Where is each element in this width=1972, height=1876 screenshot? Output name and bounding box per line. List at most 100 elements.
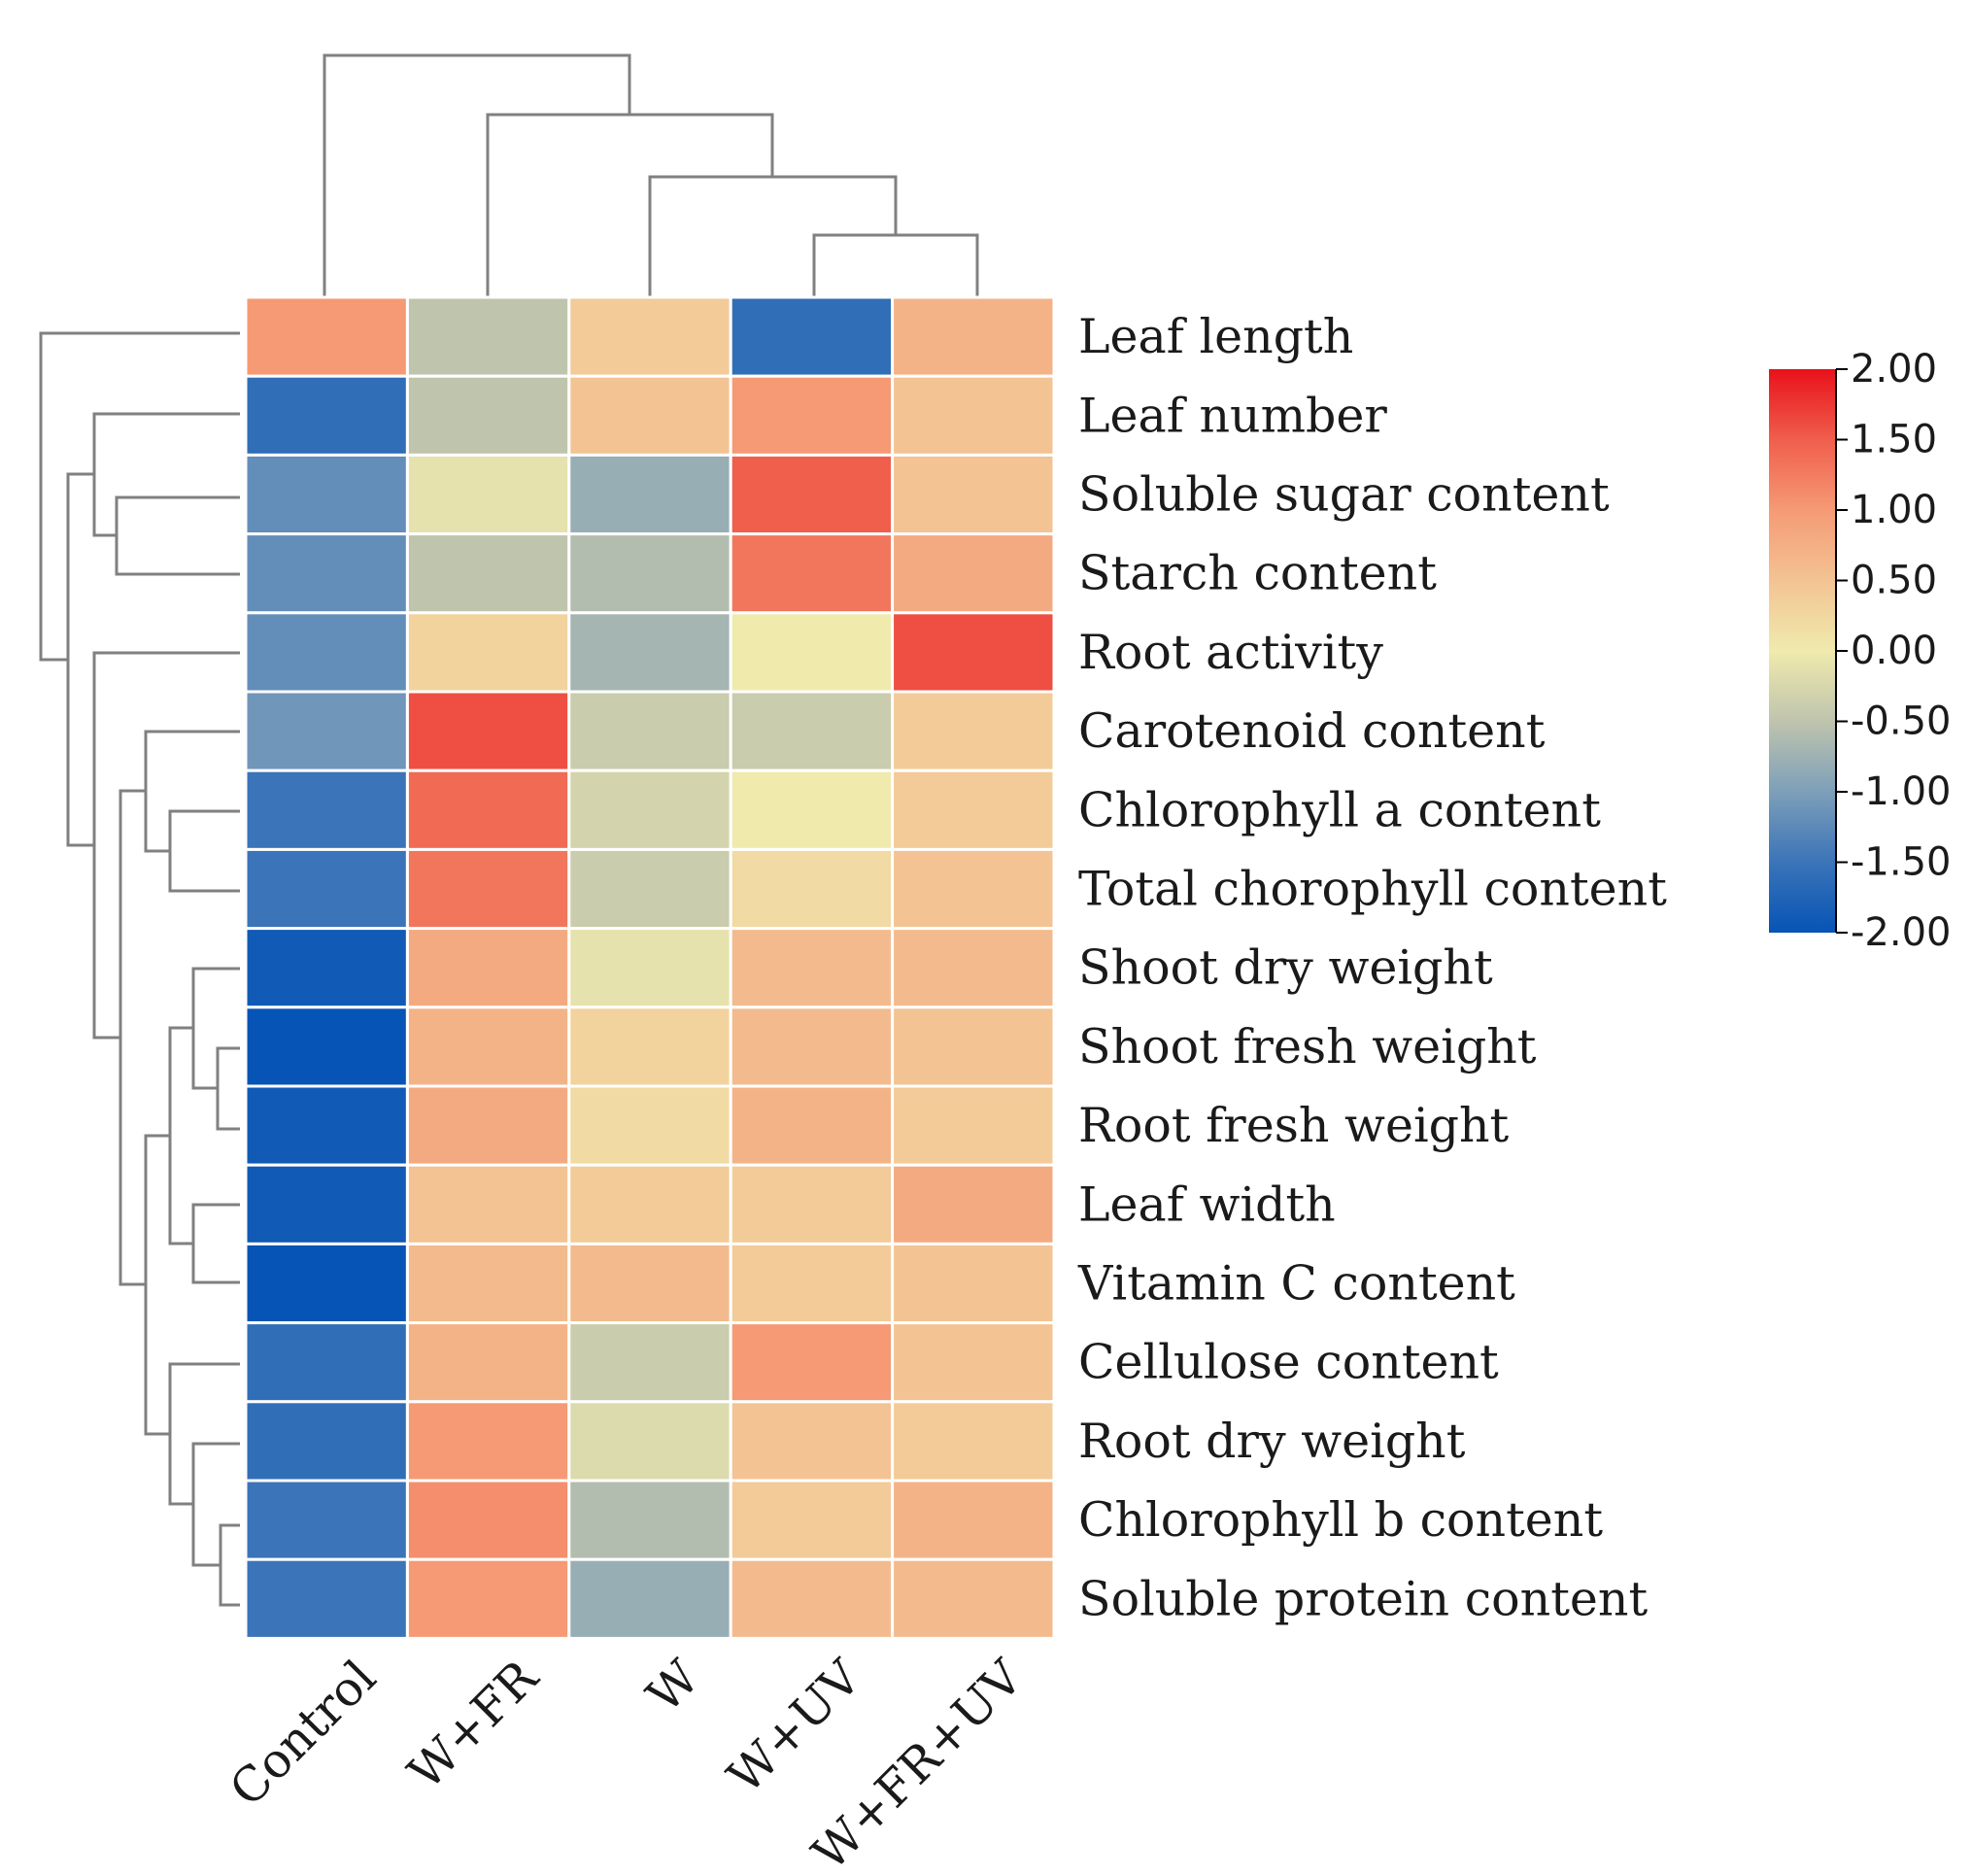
- heatmap-cell-root-activity-w: [567, 611, 732, 694]
- row-label-chlorophyll-a-content: Chlorophyll a content: [1078, 782, 1601, 837]
- row-dendro-link-pigment-growth: [119, 789, 146, 1286]
- row-label-starch-content: Starch content: [1078, 546, 1437, 601]
- heatmap-cell-leaf-width-control: [244, 1163, 409, 1245]
- heatmap-cell-leaf-number-w-fr-uv: [891, 374, 1056, 457]
- heatmap-cell-soluble-sugar-content-w: [567, 453, 732, 536]
- heatmap-cell-soluble-protein-content-control: [244, 1557, 409, 1640]
- heatmap-cell-leaf-width-w: [567, 1163, 732, 1245]
- heatmap-cell-chlorophyll-b-content-w-fr-uv: [891, 1479, 1056, 1561]
- colorbar-ticks: 2.00 1.50 1.00 0.50 0.00 -0.50 -1.00 -1.50 -2.00: [1836, 347, 1952, 955]
- heatmap-cell-root-activity-control: [244, 611, 409, 694]
- heatmap-cell-vitamin-c-content-control: [244, 1242, 409, 1325]
- row-dendro-link-weight-width: [168, 1026, 193, 1245]
- colorbar-tick-label: 0.00: [1851, 629, 1937, 673]
- heatmap-cell-carotenoid-content-w-fr-uv: [891, 690, 1056, 772]
- row-dendro-link-upper-lower: [66, 472, 94, 847]
- colorbar-tick-label: -0.50: [1851, 699, 1952, 744]
- row-dendro-link-rootdry-cluster: [191, 1442, 240, 1567]
- row-dendro-link-root: [39, 331, 240, 662]
- heatmap-cell-soluble-sugar-content-control: [244, 453, 409, 536]
- heatmap-cell-vitamin-c-content-w-uv: [729, 1242, 895, 1325]
- heatmap-cell-vitamin-c-content-w-fr-uv: [891, 1242, 1056, 1325]
- heatmap-cell-leaf-number-control: [244, 374, 409, 457]
- heatmap-cell-chlorophyll-b-content-control: [244, 1479, 409, 1561]
- row-label-carotenoid-content: Carotenoid content: [1078, 703, 1546, 759]
- row-label-leaf-number: Leaf number: [1078, 388, 1387, 443]
- heatmap-cell-carotenoid-content-w-uv: [729, 690, 895, 772]
- colorbar-tick-label: 2.00: [1851, 347, 1937, 392]
- heatmap-cell-leaf-width-w-fr: [405, 1163, 571, 1245]
- heatmap-cell-root-dry-weight-w-fr: [405, 1400, 571, 1483]
- row-label-leaf-length: Leaf length: [1078, 309, 1353, 364]
- heatmap-cell-root-dry-weight-w-fr-uv: [891, 1400, 1056, 1483]
- heatmap-cell-total-chorophyll-content-w-fr-uv: [891, 847, 1056, 931]
- row-label-shoot-dry-weight: Shoot dry weight: [1078, 940, 1493, 996]
- heatmap-cell-shoot-dry-weight-w-uv: [729, 927, 895, 1009]
- colorbar-tick-label: -2.00: [1851, 910, 1952, 955]
- row-labels: Leaf length Leaf number Soluble sugar cont…: [1077, 309, 1667, 1626]
- row-label-chlorophyll-b-content: Chlorophyll b content: [1078, 1492, 1603, 1548]
- heatmap-cell-cellulose-content-control: [244, 1321, 409, 1404]
- colorbar-tick-label: -1.00: [1851, 769, 1952, 814]
- row-label-root-dry-weight: Root dry weight: [1078, 1414, 1466, 1469]
- heatmap-cell-chlorophyll-a-content-w-fr: [405, 768, 571, 851]
- row-dendro-link-chla-total: [168, 809, 240, 893]
- heatmap-cell-leaf-length-w-fr-uv: [891, 295, 1056, 378]
- heatmap-cell-carotenoid-content-w-fr: [405, 690, 571, 772]
- heatmap-cell-chlorophyll-b-content-w-uv: [729, 1479, 895, 1561]
- heatmap-cell-root-activity-w-uv: [729, 611, 895, 694]
- colorbar: 2.00 1.50 1.00 0.50 0.00 -0.50 -1.00 -1.50 -2.00: [1769, 347, 1952, 955]
- row-dendro-link-shootfresh-rootfresh: [216, 1046, 240, 1131]
- row-label-soluble-protein-content: Soluble protein content: [1078, 1571, 1648, 1626]
- heatmap-cell-total-chorophyll-content-control: [244, 847, 409, 931]
- colorbar-tick-label: 1.50: [1851, 418, 1937, 462]
- heatmap-cell-shoot-fresh-weight-w-fr-uv: [891, 1006, 1056, 1088]
- row-dendro-link-rootactivity-cluster: [92, 651, 240, 1040]
- heatmap-cell-leaf-width-w-fr-uv: [891, 1163, 1056, 1245]
- heatmap-cell-total-chorophyll-content-w-uv: [729, 847, 895, 931]
- heatmap-cell-shoot-fresh-weight-w: [567, 1006, 732, 1088]
- row-dendro-link-mid-cluster: [144, 1134, 170, 1436]
- heatmap-cell-leaf-length-w: [567, 295, 732, 378]
- heatmap-cell-shoot-dry-weight-w: [567, 927, 732, 1009]
- heatmap-cell-total-chorophyll-content-w: [567, 847, 732, 931]
- heatmap-cell-chlorophyll-a-content-w: [567, 768, 732, 851]
- heatmap-cell-soluble-protein-content-w-uv: [729, 1557, 895, 1640]
- heatmap-cell-soluble-sugar-content-w-fr-uv: [891, 453, 1056, 536]
- row-label-cellulose-content: Cellulose content: [1078, 1335, 1499, 1390]
- heatmap-cells: [244, 295, 1056, 1640]
- row-label-leaf-width: Leaf width: [1078, 1177, 1336, 1232]
- colorbar-tick-label: 1.00: [1851, 488, 1937, 532]
- heatmap-cell-carotenoid-content-control: [244, 690, 409, 772]
- heatmap-cell-soluble-sugar-content-w-uv: [729, 453, 895, 536]
- col-dendro-link-w-cluster: [648, 175, 898, 297]
- heatmap-cell-cellulose-content-w-fr: [405, 1321, 571, 1404]
- column-label-control: Control: [220, 1650, 387, 1817]
- heatmap-cell-shoot-dry-weight-control: [244, 927, 409, 1009]
- heatmap-cell-root-activity-w-fr: [405, 611, 571, 694]
- heatmap-cell-leaf-number-w-fr: [405, 374, 571, 457]
- heatmap-cell-root-fresh-weight-w: [567, 1084, 732, 1167]
- heatmap-cell-chlorophyll-b-content-w-fr: [405, 1479, 571, 1561]
- row-dendro-link-leafwidth-vitc: [191, 1203, 240, 1284]
- heatmap-cell-root-fresh-weight-control: [244, 1084, 409, 1167]
- row-dendrogram: [39, 331, 240, 1607]
- colorbar-tick-label: 0.50: [1851, 559, 1937, 603]
- heatmap-cell-starch-content-w-fr-uv: [891, 532, 1056, 615]
- col-dendro-link-wfr-cluster: [486, 113, 774, 297]
- heatmap-cell-leaf-length-w-fr: [405, 295, 571, 378]
- heatmap-cell-root-activity-w-fr-uv: [891, 611, 1056, 694]
- row-label-root-activity: Root activity: [1078, 625, 1383, 680]
- row-dendro-link-carotenoid-cluster: [144, 730, 240, 853]
- heatmap-cell-vitamin-c-content-w: [567, 1242, 732, 1325]
- column-label-w-uv: W+UV: [717, 1649, 872, 1804]
- heatmap-cell-starch-content-w-fr: [405, 532, 571, 615]
- heatmap-cell-soluble-sugar-content-w-fr: [405, 453, 571, 536]
- heatmap-cell-chlorophyll-a-content-control: [244, 768, 409, 851]
- heatmap-cell-leaf-length-control: [244, 295, 409, 378]
- row-label-shoot-fresh-weight: Shoot fresh weight: [1078, 1019, 1537, 1074]
- heatmap-cell-shoot-dry-weight-w-fr-uv: [891, 927, 1056, 1009]
- row-label-total-chorophyll-content: Total chorophyll content: [1078, 862, 1667, 917]
- heatmap-cell-root-fresh-weight-w-uv: [729, 1084, 895, 1167]
- heatmap-cell-starch-content-w-uv: [729, 532, 895, 615]
